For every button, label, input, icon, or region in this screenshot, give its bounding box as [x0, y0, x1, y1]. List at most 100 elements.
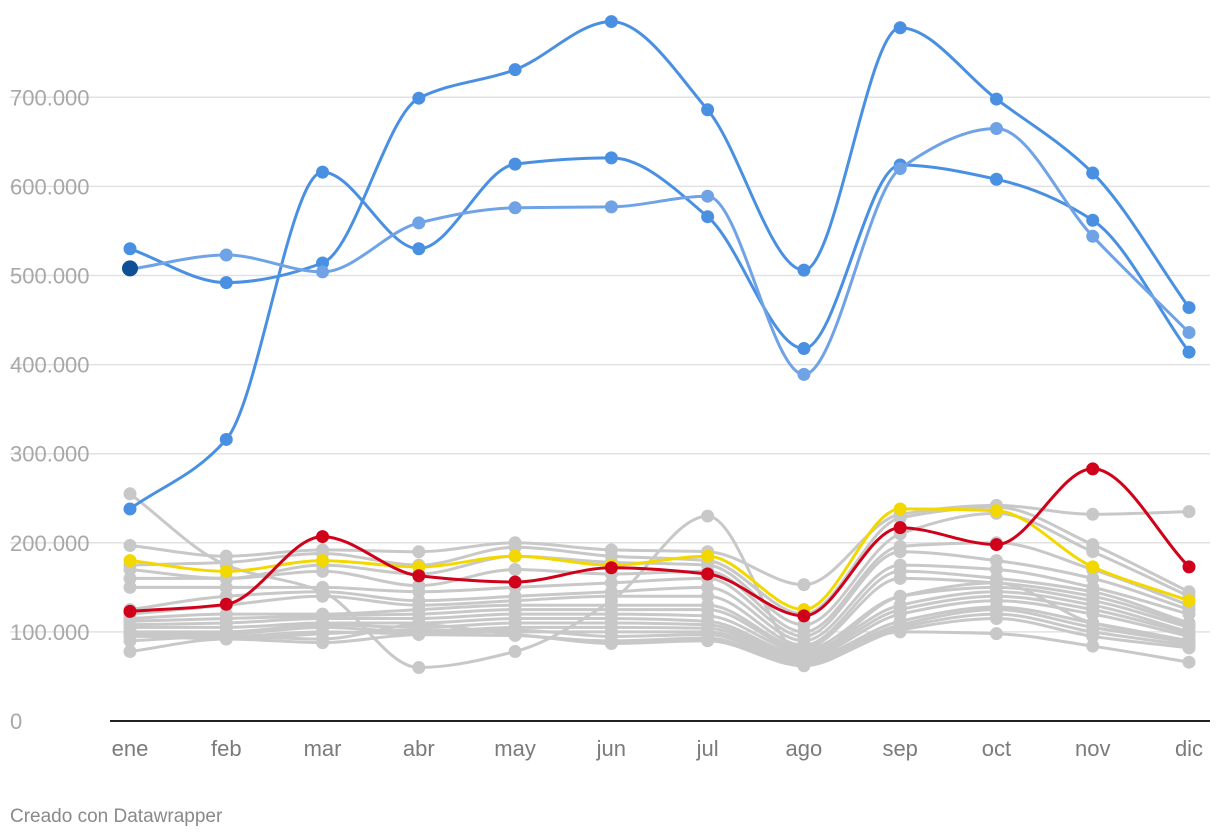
data-point	[797, 342, 811, 356]
data-point	[604, 151, 618, 165]
data-point	[893, 502, 907, 516]
data-point	[701, 549, 715, 563]
data-point	[604, 200, 618, 214]
data-point	[1182, 301, 1196, 315]
data-point	[412, 242, 426, 256]
series-line	[128, 156, 1191, 511]
data-point	[989, 92, 1003, 106]
data-point	[123, 487, 137, 501]
series-gray-11	[123, 589, 1196, 661]
data-point	[508, 628, 522, 642]
data-point	[1182, 655, 1196, 669]
data-point	[604, 15, 618, 29]
series-gray-17	[123, 625, 1196, 673]
data-point	[1182, 607, 1196, 621]
data-point	[989, 504, 1003, 518]
data-point	[1182, 641, 1196, 655]
data-point	[412, 585, 426, 599]
data-point	[219, 580, 233, 594]
data-point	[123, 538, 137, 552]
credit-text: Creado con Datawrapper	[10, 806, 223, 827]
data-point	[893, 511, 907, 525]
data-point	[893, 521, 907, 535]
series-yellow-18	[123, 502, 1196, 617]
data-point	[508, 549, 522, 563]
x-tick-label: ago	[786, 736, 823, 761]
data-point	[701, 509, 715, 523]
series-line	[128, 20, 1191, 310]
data-point	[412, 661, 426, 675]
data-point	[1086, 166, 1100, 180]
data-point	[412, 545, 426, 559]
data-point	[123, 554, 137, 568]
x-tick-label: may	[494, 736, 536, 761]
data-point	[893, 545, 907, 559]
data-point	[219, 597, 233, 611]
data-point	[412, 216, 426, 230]
x-tick-label: nov	[1075, 736, 1110, 761]
data-point	[701, 103, 715, 117]
data-point	[1182, 560, 1196, 574]
series-light_blue-22	[123, 121, 1196, 381]
data-point	[1086, 462, 1100, 476]
data-point	[1086, 629, 1100, 643]
data-point	[219, 555, 233, 569]
data-point	[797, 609, 811, 623]
x-tick-label: feb	[211, 736, 242, 761]
data-point	[508, 563, 522, 577]
x-tick-label: oct	[982, 736, 1011, 761]
data-point	[1182, 505, 1196, 519]
data-point	[508, 201, 522, 215]
y-tick-label: 600.000	[10, 174, 90, 199]
data-point	[701, 210, 715, 224]
data-point	[123, 580, 137, 594]
data-point	[412, 91, 426, 105]
data-point	[1086, 639, 1100, 653]
y-axis: 0 100.000 200.000 300.000 400.000 500.000 600.…	[10, 85, 90, 734]
data-point	[701, 589, 715, 603]
data-point	[893, 21, 907, 35]
data-point	[604, 576, 618, 590]
data-point	[123, 634, 137, 648]
data-point	[316, 530, 330, 544]
data-point	[508, 157, 522, 171]
data-point	[219, 432, 233, 446]
data-point	[797, 659, 811, 673]
data-point	[123, 563, 137, 577]
data-point	[508, 63, 522, 77]
x-tick-label: sep	[882, 736, 917, 761]
data-point	[701, 189, 715, 203]
x-tick-label: ene	[112, 736, 149, 761]
y-tick-label: 300.000	[10, 442, 90, 467]
data-point	[893, 571, 907, 585]
x-tick-label: jun	[596, 736, 626, 761]
data-point	[893, 625, 907, 639]
series-gray-1	[123, 498, 1196, 592]
highlight-point	[122, 260, 138, 277]
data-point	[1086, 571, 1100, 585]
data-point	[989, 172, 1003, 186]
data-point	[989, 121, 1003, 135]
data-point	[989, 563, 1003, 577]
data-point	[797, 578, 811, 592]
data-point	[1182, 326, 1196, 340]
data-point	[123, 571, 137, 585]
data-point	[989, 538, 1003, 552]
data-point	[893, 589, 907, 603]
data-point	[1086, 213, 1100, 227]
data-point	[412, 569, 426, 583]
y-tick-label: 700.000	[10, 85, 90, 110]
data-point	[316, 165, 330, 179]
data-point	[219, 564, 233, 578]
data-point	[989, 554, 1003, 568]
data-point	[989, 612, 1003, 626]
series-line	[128, 127, 1191, 376]
data-point	[989, 627, 1003, 641]
data-point	[123, 645, 137, 659]
data-point	[316, 589, 330, 603]
data-point	[508, 645, 522, 659]
data-point	[701, 580, 715, 594]
data-point	[701, 567, 715, 581]
data-point	[316, 256, 330, 270]
